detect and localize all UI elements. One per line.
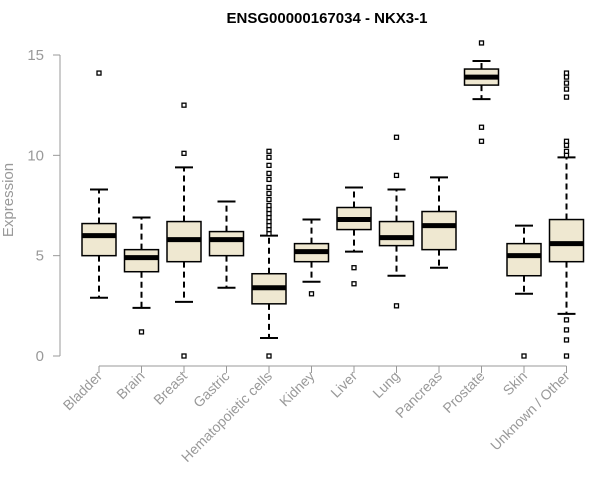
outlier-point bbox=[181, 102, 187, 108]
outlier-point bbox=[96, 70, 102, 76]
outlier-point bbox=[478, 40, 485, 46]
outlier-point bbox=[563, 337, 570, 343]
chart-title: ENSG00000167034 - NKX3-1 bbox=[227, 10, 428, 27]
box-group bbox=[463, 40, 500, 144]
x-tick-label: Breast bbox=[150, 368, 190, 408]
x-tick-label: Bladder bbox=[60, 368, 106, 414]
outlier-point bbox=[266, 202, 272, 209]
outlier-point bbox=[266, 196, 272, 203]
outlier-point bbox=[563, 70, 570, 76]
x-tick-label: Skin bbox=[500, 368, 531, 399]
box-iqr bbox=[208, 230, 245, 257]
outlier-point bbox=[266, 184, 272, 191]
box-group bbox=[208, 200, 245, 289]
box-group bbox=[506, 224, 542, 359]
outlier-point bbox=[521, 353, 527, 359]
outlier-point bbox=[266, 170, 272, 177]
box-iqr bbox=[81, 222, 117, 257]
outlier-point bbox=[563, 317, 570, 323]
box-iqr bbox=[548, 218, 585, 263]
outlier-point bbox=[393, 172, 400, 179]
outlier-point bbox=[563, 327, 570, 333]
box-group bbox=[421, 176, 457, 269]
x-tick-label: Unknown / Other bbox=[487, 368, 573, 454]
outlier-point bbox=[308, 291, 315, 297]
outlier-point bbox=[563, 138, 570, 144]
outlier-point bbox=[393, 134, 400, 140]
x-tick-label: Kidney bbox=[276, 368, 318, 410]
box-group bbox=[548, 70, 585, 359]
outlier-point bbox=[478, 138, 485, 144]
outlier-point bbox=[266, 148, 272, 154]
outlier-point bbox=[478, 124, 485, 130]
x-tick-label: Liver bbox=[327, 368, 360, 401]
y-tick-label: 15 bbox=[27, 47, 44, 64]
box-group bbox=[378, 134, 415, 309]
box-iqr bbox=[123, 248, 160, 273]
box-iqr bbox=[506, 242, 542, 277]
y-tick-label: 5 bbox=[36, 248, 44, 265]
x-tick-label: Lung bbox=[369, 368, 402, 401]
outlier-point bbox=[563, 80, 570, 86]
y-tick-label: 0 bbox=[36, 348, 44, 365]
outlier-point bbox=[266, 353, 272, 359]
x-tick-label: Pancreas bbox=[392, 368, 445, 421]
outlier-point bbox=[181, 150, 187, 156]
y-axis-label: Expression bbox=[0, 163, 17, 237]
outlier-point bbox=[351, 265, 357, 271]
outlier-point bbox=[563, 353, 570, 359]
box-iqr bbox=[421, 210, 457, 251]
outlier-point bbox=[393, 303, 400, 309]
box-group bbox=[166, 102, 202, 359]
outlier-point bbox=[266, 190, 272, 197]
outlier-point bbox=[351, 281, 357, 287]
plot-area bbox=[81, 40, 585, 359]
box-group bbox=[293, 218, 330, 297]
outlier-point bbox=[181, 353, 187, 359]
y-tick-label: 10 bbox=[27, 147, 44, 164]
outlier-point bbox=[266, 162, 272, 169]
x-tick-label: Prostate bbox=[439, 368, 487, 416]
box-iqr bbox=[378, 220, 415, 247]
outlier-point bbox=[266, 154, 272, 160]
outlier-point bbox=[266, 176, 272, 183]
outlier-point bbox=[138, 329, 145, 335]
outlier-point bbox=[563, 86, 570, 92]
outlier-point bbox=[563, 94, 570, 100]
outlier-point bbox=[563, 148, 570, 154]
x-tick-label: Brain bbox=[113, 368, 147, 402]
box-group bbox=[81, 70, 117, 299]
box-group bbox=[251, 148, 287, 359]
box-group bbox=[336, 186, 372, 287]
box-group bbox=[123, 216, 160, 335]
y-axis: 0 5 10 15 bbox=[27, 47, 61, 365]
